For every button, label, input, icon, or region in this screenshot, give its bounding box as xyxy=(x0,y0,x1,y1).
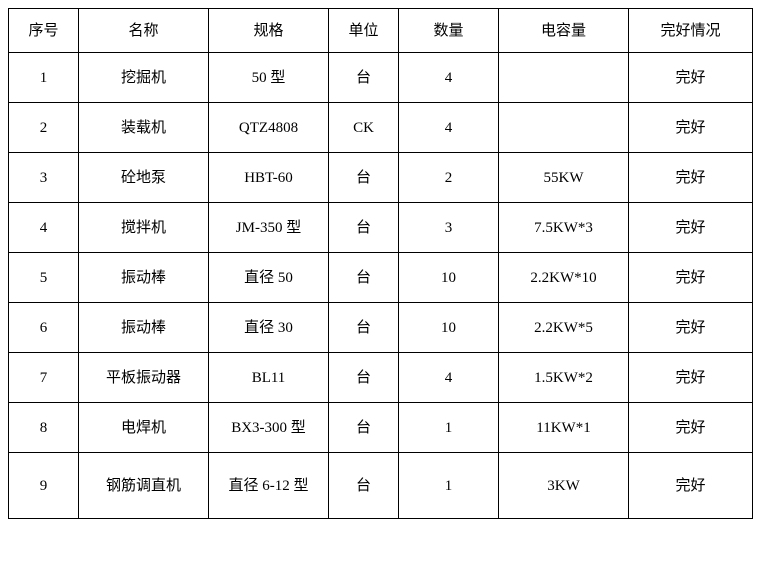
cell-qty: 10 xyxy=(399,303,499,353)
cell-index: 3 xyxy=(9,153,79,203)
cell-qty: 4 xyxy=(399,103,499,153)
cell-capacity xyxy=(499,53,629,103)
cell-condition: 完好 xyxy=(629,103,753,153)
cell-spec: BX3-300 型 xyxy=(209,403,329,453)
cell-name: 装载机 xyxy=(79,103,209,153)
cell-qty: 1 xyxy=(399,403,499,453)
cell-unit: 台 xyxy=(329,303,399,353)
cell-unit: 台 xyxy=(329,253,399,303)
col-header-condition: 完好情况 xyxy=(629,9,753,53)
cell-index: 1 xyxy=(9,53,79,103)
cell-name: 平板振动器 xyxy=(79,353,209,403)
col-header-index: 序号 xyxy=(9,9,79,53)
cell-spec: BL11 xyxy=(209,353,329,403)
cell-condition: 完好 xyxy=(629,203,753,253)
cell-index: 2 xyxy=(9,103,79,153)
cell-capacity: 1.5KW*2 xyxy=(499,353,629,403)
cell-condition: 完好 xyxy=(629,403,753,453)
cell-unit: 台 xyxy=(329,53,399,103)
cell-qty: 4 xyxy=(399,353,499,403)
cell-capacity: 2.2KW*5 xyxy=(499,303,629,353)
cell-spec: 直径 30 xyxy=(209,303,329,353)
cell-condition: 完好 xyxy=(629,253,753,303)
table-row: 5振动棒直径 50台102.2KW*10完好 xyxy=(9,253,753,303)
cell-index: 9 xyxy=(9,453,79,519)
table-row: 1挖掘机50 型台4 完好 xyxy=(9,53,753,103)
cell-name: 挖掘机 xyxy=(79,53,209,103)
cell-qty: 1 xyxy=(399,453,499,519)
cell-capacity: 2.2KW*10 xyxy=(499,253,629,303)
cell-name: 振动棒 xyxy=(79,303,209,353)
table-row: 8电焊机BX3-300 型台111KW*1完好 xyxy=(9,403,753,453)
cell-spec: 50 型 xyxy=(209,53,329,103)
cell-name: 电焊机 xyxy=(79,403,209,453)
cell-condition: 完好 xyxy=(629,53,753,103)
cell-spec: 直径 6-12 型 xyxy=(209,453,329,519)
cell-unit: 台 xyxy=(329,203,399,253)
cell-spec: 直径 50 xyxy=(209,253,329,303)
cell-unit: 台 xyxy=(329,403,399,453)
cell-capacity: 11KW*1 xyxy=(499,403,629,453)
cell-name: 砼地泵 xyxy=(79,153,209,203)
cell-qty: 2 xyxy=(399,153,499,203)
cell-index: 7 xyxy=(9,353,79,403)
cell-unit: 台 xyxy=(329,153,399,203)
cell-qty: 4 xyxy=(399,53,499,103)
cell-index: 8 xyxy=(9,403,79,453)
table-header-row: 序号 名称 规格 单位 数量 电容量 完好情况 xyxy=(9,9,753,53)
table-row: 2装载机QTZ4808CK4 完好 xyxy=(9,103,753,153)
cell-spec: HBT-60 xyxy=(209,153,329,203)
table-row: 9钢筋调直机直径 6-12 型台13KW完好 xyxy=(9,453,753,519)
cell-index: 4 xyxy=(9,203,79,253)
cell-name: 钢筋调直机 xyxy=(79,453,209,519)
cell-unit: CK xyxy=(329,103,399,153)
cell-unit: 台 xyxy=(329,453,399,519)
cell-capacity xyxy=(499,103,629,153)
col-header-name: 名称 xyxy=(79,9,209,53)
col-header-unit: 单位 xyxy=(329,9,399,53)
cell-name: 搅拌机 xyxy=(79,203,209,253)
col-header-qty: 数量 xyxy=(399,9,499,53)
cell-name: 振动棒 xyxy=(79,253,209,303)
table-row: 3砼地泵HBT-60台255KW完好 xyxy=(9,153,753,203)
cell-capacity: 3KW xyxy=(499,453,629,519)
cell-spec: QTZ4808 xyxy=(209,103,329,153)
cell-index: 5 xyxy=(9,253,79,303)
cell-qty: 3 xyxy=(399,203,499,253)
table-body: 1挖掘机50 型台4完好2装载机QTZ4808CK4完好3砼地泵HBT-60台2… xyxy=(9,53,753,519)
cell-condition: 完好 xyxy=(629,353,753,403)
col-header-capacity: 电容量 xyxy=(499,9,629,53)
cell-qty: 10 xyxy=(399,253,499,303)
cell-unit: 台 xyxy=(329,353,399,403)
table-row: 4搅拌机JM-350 型台37.5KW*3完好 xyxy=(9,203,753,253)
table-row: 6振动棒直径 30台102.2KW*5完好 xyxy=(9,303,753,353)
cell-condition: 完好 xyxy=(629,153,753,203)
cell-capacity: 55KW xyxy=(499,153,629,203)
cell-condition: 完好 xyxy=(629,453,753,519)
cell-condition: 完好 xyxy=(629,303,753,353)
table-row: 7平板振动器BL11台41.5KW*2完好 xyxy=(9,353,753,403)
cell-capacity: 7.5KW*3 xyxy=(499,203,629,253)
cell-spec: JM-350 型 xyxy=(209,203,329,253)
col-header-spec: 规格 xyxy=(209,9,329,53)
equipment-table: 序号 名称 规格 单位 数量 电容量 完好情况 1挖掘机50 型台4完好2装载机… xyxy=(8,8,753,519)
cell-index: 6 xyxy=(9,303,79,353)
